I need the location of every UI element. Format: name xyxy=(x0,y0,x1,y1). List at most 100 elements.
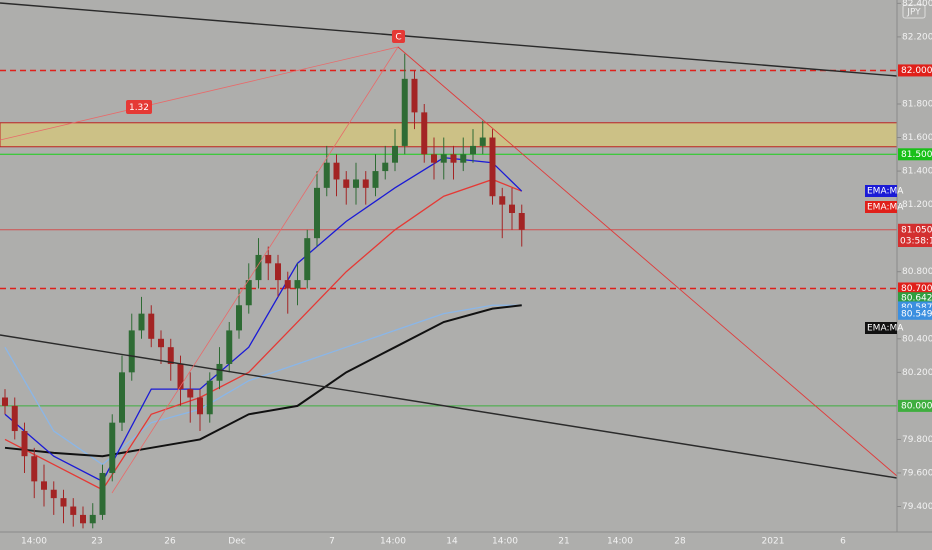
candle-body xyxy=(2,397,8,406)
candle-body xyxy=(197,397,203,415)
price-tag xyxy=(898,282,932,295)
x-tick-label: 7 xyxy=(329,537,335,547)
tag-box xyxy=(865,322,897,334)
candle-body xyxy=(411,78,418,113)
x-tick-label: 14:00 xyxy=(380,537,406,547)
pattern-tag xyxy=(126,100,152,114)
price-tag xyxy=(898,292,932,305)
y-tick-label: 79.600 xyxy=(902,468,932,478)
y-tick-label: 80.800 xyxy=(902,267,932,277)
candle-body xyxy=(255,254,262,281)
candle-body xyxy=(31,456,38,482)
pattern-tag xyxy=(392,30,405,43)
candle-body xyxy=(21,431,28,457)
candle-body xyxy=(353,179,359,188)
candle-body xyxy=(362,179,369,188)
price-label: 81.500 xyxy=(901,150,932,160)
candle-body xyxy=(109,422,116,473)
candle-body xyxy=(206,380,213,415)
candle-body xyxy=(89,514,96,524)
candle-body xyxy=(60,498,67,507)
trend-line xyxy=(0,2,898,77)
candle-body xyxy=(128,330,135,373)
candle-body xyxy=(470,145,476,155)
candle-body xyxy=(119,372,125,423)
price-label: 80.642 xyxy=(901,294,932,304)
candle-body xyxy=(236,305,242,331)
indicator-line xyxy=(4,304,522,466)
candle-body xyxy=(479,137,486,146)
candle-body xyxy=(382,162,389,172)
y-tick-label: 79.400 xyxy=(902,502,932,512)
candle-body xyxy=(99,472,106,515)
y-tick-label: 81.600 xyxy=(902,133,932,143)
x-tick-label: 21 xyxy=(558,537,569,547)
candle-body xyxy=(392,145,398,163)
price-tag xyxy=(898,399,932,412)
x-tick-label: 28 xyxy=(674,537,686,547)
candle-body xyxy=(401,78,408,146)
candle-body xyxy=(158,338,164,348)
candle-body xyxy=(80,514,86,524)
candle-body xyxy=(177,363,184,390)
candle-body xyxy=(489,137,496,197)
candle-body xyxy=(314,187,320,239)
y-tick-label: 82.200 xyxy=(902,32,932,42)
candle-body xyxy=(343,179,350,188)
price-label: 80.700 xyxy=(901,284,932,294)
candle-body xyxy=(431,154,437,163)
trend-line xyxy=(0,334,898,479)
x-tick-label: 23 xyxy=(91,537,102,547)
x-tick-label: 14:00 xyxy=(492,537,518,547)
candle-body xyxy=(41,481,47,490)
candle-body xyxy=(11,405,18,432)
candle-body xyxy=(50,489,57,499)
pattern-line xyxy=(397,46,898,477)
indicator-line xyxy=(4,178,522,491)
candle-body xyxy=(518,213,525,230)
y-tick-label: 81.200 xyxy=(902,200,932,210)
y-tick-label: 81.800 xyxy=(902,99,932,109)
price-tag xyxy=(898,64,932,77)
candle-body xyxy=(421,112,428,155)
x-tick-label: Dec xyxy=(228,537,245,547)
currency-box xyxy=(902,4,926,19)
x-tick-label: 6 xyxy=(840,537,846,547)
candle-body xyxy=(187,389,194,398)
tag-box xyxy=(898,235,932,247)
candle-body xyxy=(294,280,301,289)
candle-body xyxy=(138,313,145,331)
y-tick-label: 80.200 xyxy=(902,368,932,378)
price-tag xyxy=(898,148,932,161)
candle-body xyxy=(284,280,291,289)
y-tick-label: 80.400 xyxy=(902,334,932,344)
pattern-label: 1.32 xyxy=(129,103,149,113)
candle-body xyxy=(148,313,155,339)
candle-body xyxy=(226,330,233,364)
pattern-label: C xyxy=(395,33,401,43)
tag-label: EMA:MA xyxy=(867,187,904,197)
candle-body xyxy=(499,196,506,205)
tag-label: EMA:MA xyxy=(867,324,904,334)
y-tick-label: 82.400 xyxy=(902,0,932,9)
x-tick-label: 14:00 xyxy=(21,537,47,547)
candle-body xyxy=(440,154,447,163)
x-tick-label: 14 xyxy=(446,537,458,547)
candle-body xyxy=(323,162,330,188)
candle-body xyxy=(275,263,281,281)
x-tick-label: 14:00 xyxy=(607,537,633,547)
price-label: 80.549 xyxy=(901,309,932,319)
zone xyxy=(0,122,898,148)
tag-box xyxy=(865,201,897,213)
tag-box xyxy=(865,185,897,197)
candle-body xyxy=(509,204,515,214)
candle-body xyxy=(167,347,174,364)
candle-body xyxy=(216,363,223,381)
indicator-line xyxy=(4,304,522,458)
candle-body xyxy=(304,238,311,281)
y-tick-label: 81.400 xyxy=(902,167,932,177)
price-label: 80.000 xyxy=(901,401,932,411)
price-tag xyxy=(898,223,932,236)
candle-body xyxy=(70,506,77,515)
